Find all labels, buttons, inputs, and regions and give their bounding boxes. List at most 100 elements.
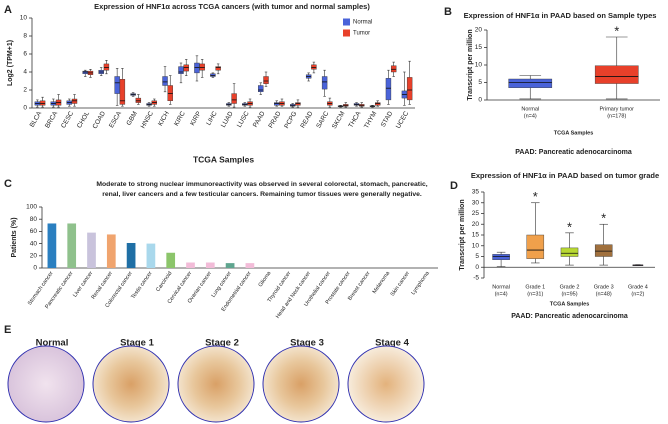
ihc-image — [262, 345, 340, 423]
box — [385, 78, 392, 101]
x-tick-label: Grade 2 — [560, 284, 580, 290]
x-tick-label: GBM — [125, 110, 138, 126]
box — [82, 70, 88, 74]
x-tick-sublabel: (n=2) — [631, 291, 644, 297]
x-tick-label: THCA — [347, 110, 362, 129]
box — [263, 76, 269, 84]
bar — [186, 262, 195, 268]
y-axis-label: Log2 (TPM+1) — [7, 40, 14, 86]
box — [295, 102, 301, 106]
y-axis-label: Patients (%) — [11, 217, 18, 257]
ihc-image — [92, 345, 170, 423]
box — [508, 78, 553, 88]
y-tick-label: 0 — [23, 105, 27, 112]
panel-label: E — [4, 324, 11, 336]
y-tick-label: -5 — [473, 275, 479, 282]
image-label: Normal — [36, 338, 69, 349]
x-tick-label: Grade 1 — [525, 284, 545, 290]
image-label: Stage 2 — [205, 338, 239, 349]
box — [406, 77, 413, 101]
bar — [205, 262, 215, 268]
box — [135, 97, 142, 103]
x-tick-label: Skin cancer — [390, 270, 411, 297]
y-tick-label: 0 — [33, 265, 37, 272]
ihc-image — [7, 345, 85, 423]
y-tick-label: 10 — [475, 62, 483, 69]
x-tick-label: LUAD — [220, 110, 235, 129]
y-tick-label: 80 — [30, 216, 38, 223]
y-tick-label: 60 — [30, 228, 38, 235]
x-tick-sublabel: (n=31) — [527, 291, 543, 297]
x-tick-label: PRAD — [267, 110, 282, 129]
footer: PAAD: Pancreatic adenocarcinoma — [511, 313, 628, 320]
box — [560, 247, 579, 257]
box — [199, 63, 205, 71]
y-tick-label: 100 — [26, 204, 37, 211]
box — [210, 73, 216, 77]
bar — [87, 232, 96, 268]
significance: * — [533, 189, 538, 204]
x-tick-label: KICH — [157, 110, 171, 127]
box — [375, 102, 381, 106]
x-axis-label: TCGA Samples — [554, 130, 594, 136]
y-tick-label: 15 — [472, 232, 480, 239]
image-label: Stage 1 — [120, 338, 155, 349]
y-tick-label: 4 — [23, 69, 27, 76]
y-tick-label: 35 — [472, 189, 480, 196]
x-tick-label: Grade 3 — [594, 284, 614, 290]
y-tick-label: 0 — [478, 97, 482, 104]
x-tick-label: PCPG — [283, 110, 298, 129]
ihc-image — [177, 345, 255, 423]
bar — [146, 243, 156, 268]
legend-swatch — [343, 29, 350, 37]
x-tick-label: COAD — [92, 110, 108, 130]
x-tick-label: BLCA — [29, 110, 44, 129]
panel-label: A — [4, 4, 12, 16]
legend-swatch — [343, 18, 350, 26]
box — [183, 64, 189, 72]
x-tick-label: SARC — [315, 110, 330, 129]
box — [492, 254, 510, 260]
bar — [126, 242, 136, 268]
box — [231, 93, 237, 104]
x-tick-label: Testis cancer — [130, 270, 153, 300]
x-tick-label: HNSC — [140, 110, 155, 130]
x-tick-label: CESC — [60, 110, 75, 129]
y-axis-label: Transcript per million — [467, 29, 474, 100]
x-tick-label: Melanoma — [372, 270, 392, 295]
significance: * — [567, 219, 572, 234]
box — [258, 85, 264, 92]
x-tick-label: Lung cancer — [211, 270, 233, 298]
box — [215, 66, 221, 71]
x-tick-label: LIHC — [205, 110, 219, 127]
y-tick-label: 0 — [475, 264, 479, 271]
box — [594, 244, 613, 257]
box — [390, 65, 397, 73]
x-tick-label: Glioma — [258, 270, 273, 288]
chart-title: Moderate to strong nuclear immunoreactiv… — [96, 181, 427, 188]
x-tick-label: Grade 4 — [628, 284, 648, 290]
y-tick-label: 10 — [20, 15, 28, 22]
y-tick-label: 30 — [472, 199, 480, 206]
x-tick-sublabel: (n=48) — [596, 291, 612, 297]
box — [274, 102, 280, 106]
box — [39, 100, 46, 106]
bar — [47, 223, 57, 268]
x-tick-label: BRCA — [44, 110, 59, 130]
legend-label: Normal — [353, 20, 372, 26]
significance: * — [614, 23, 619, 38]
x-tick-label: LUSC — [236, 110, 251, 129]
chart-title: renal, liver cancers and a few testicula… — [102, 191, 422, 198]
x-tick-label: ESCA — [108, 110, 123, 129]
x-tick-label: SKCM — [331, 110, 346, 130]
chart-title: Expression of HNF1α in PAAD based on tum… — [471, 171, 659, 180]
bar — [245, 263, 255, 268]
x-tick-label: CHOL — [76, 110, 91, 129]
x-tick-label: READ — [299, 110, 314, 129]
y-tick-label: 10 — [472, 242, 480, 249]
y-tick-label: 20 — [30, 253, 38, 260]
image-label: Stage 3 — [290, 338, 324, 349]
box — [594, 65, 639, 84]
x-tick-label: KIRC — [173, 110, 187, 127]
box — [167, 85, 173, 102]
